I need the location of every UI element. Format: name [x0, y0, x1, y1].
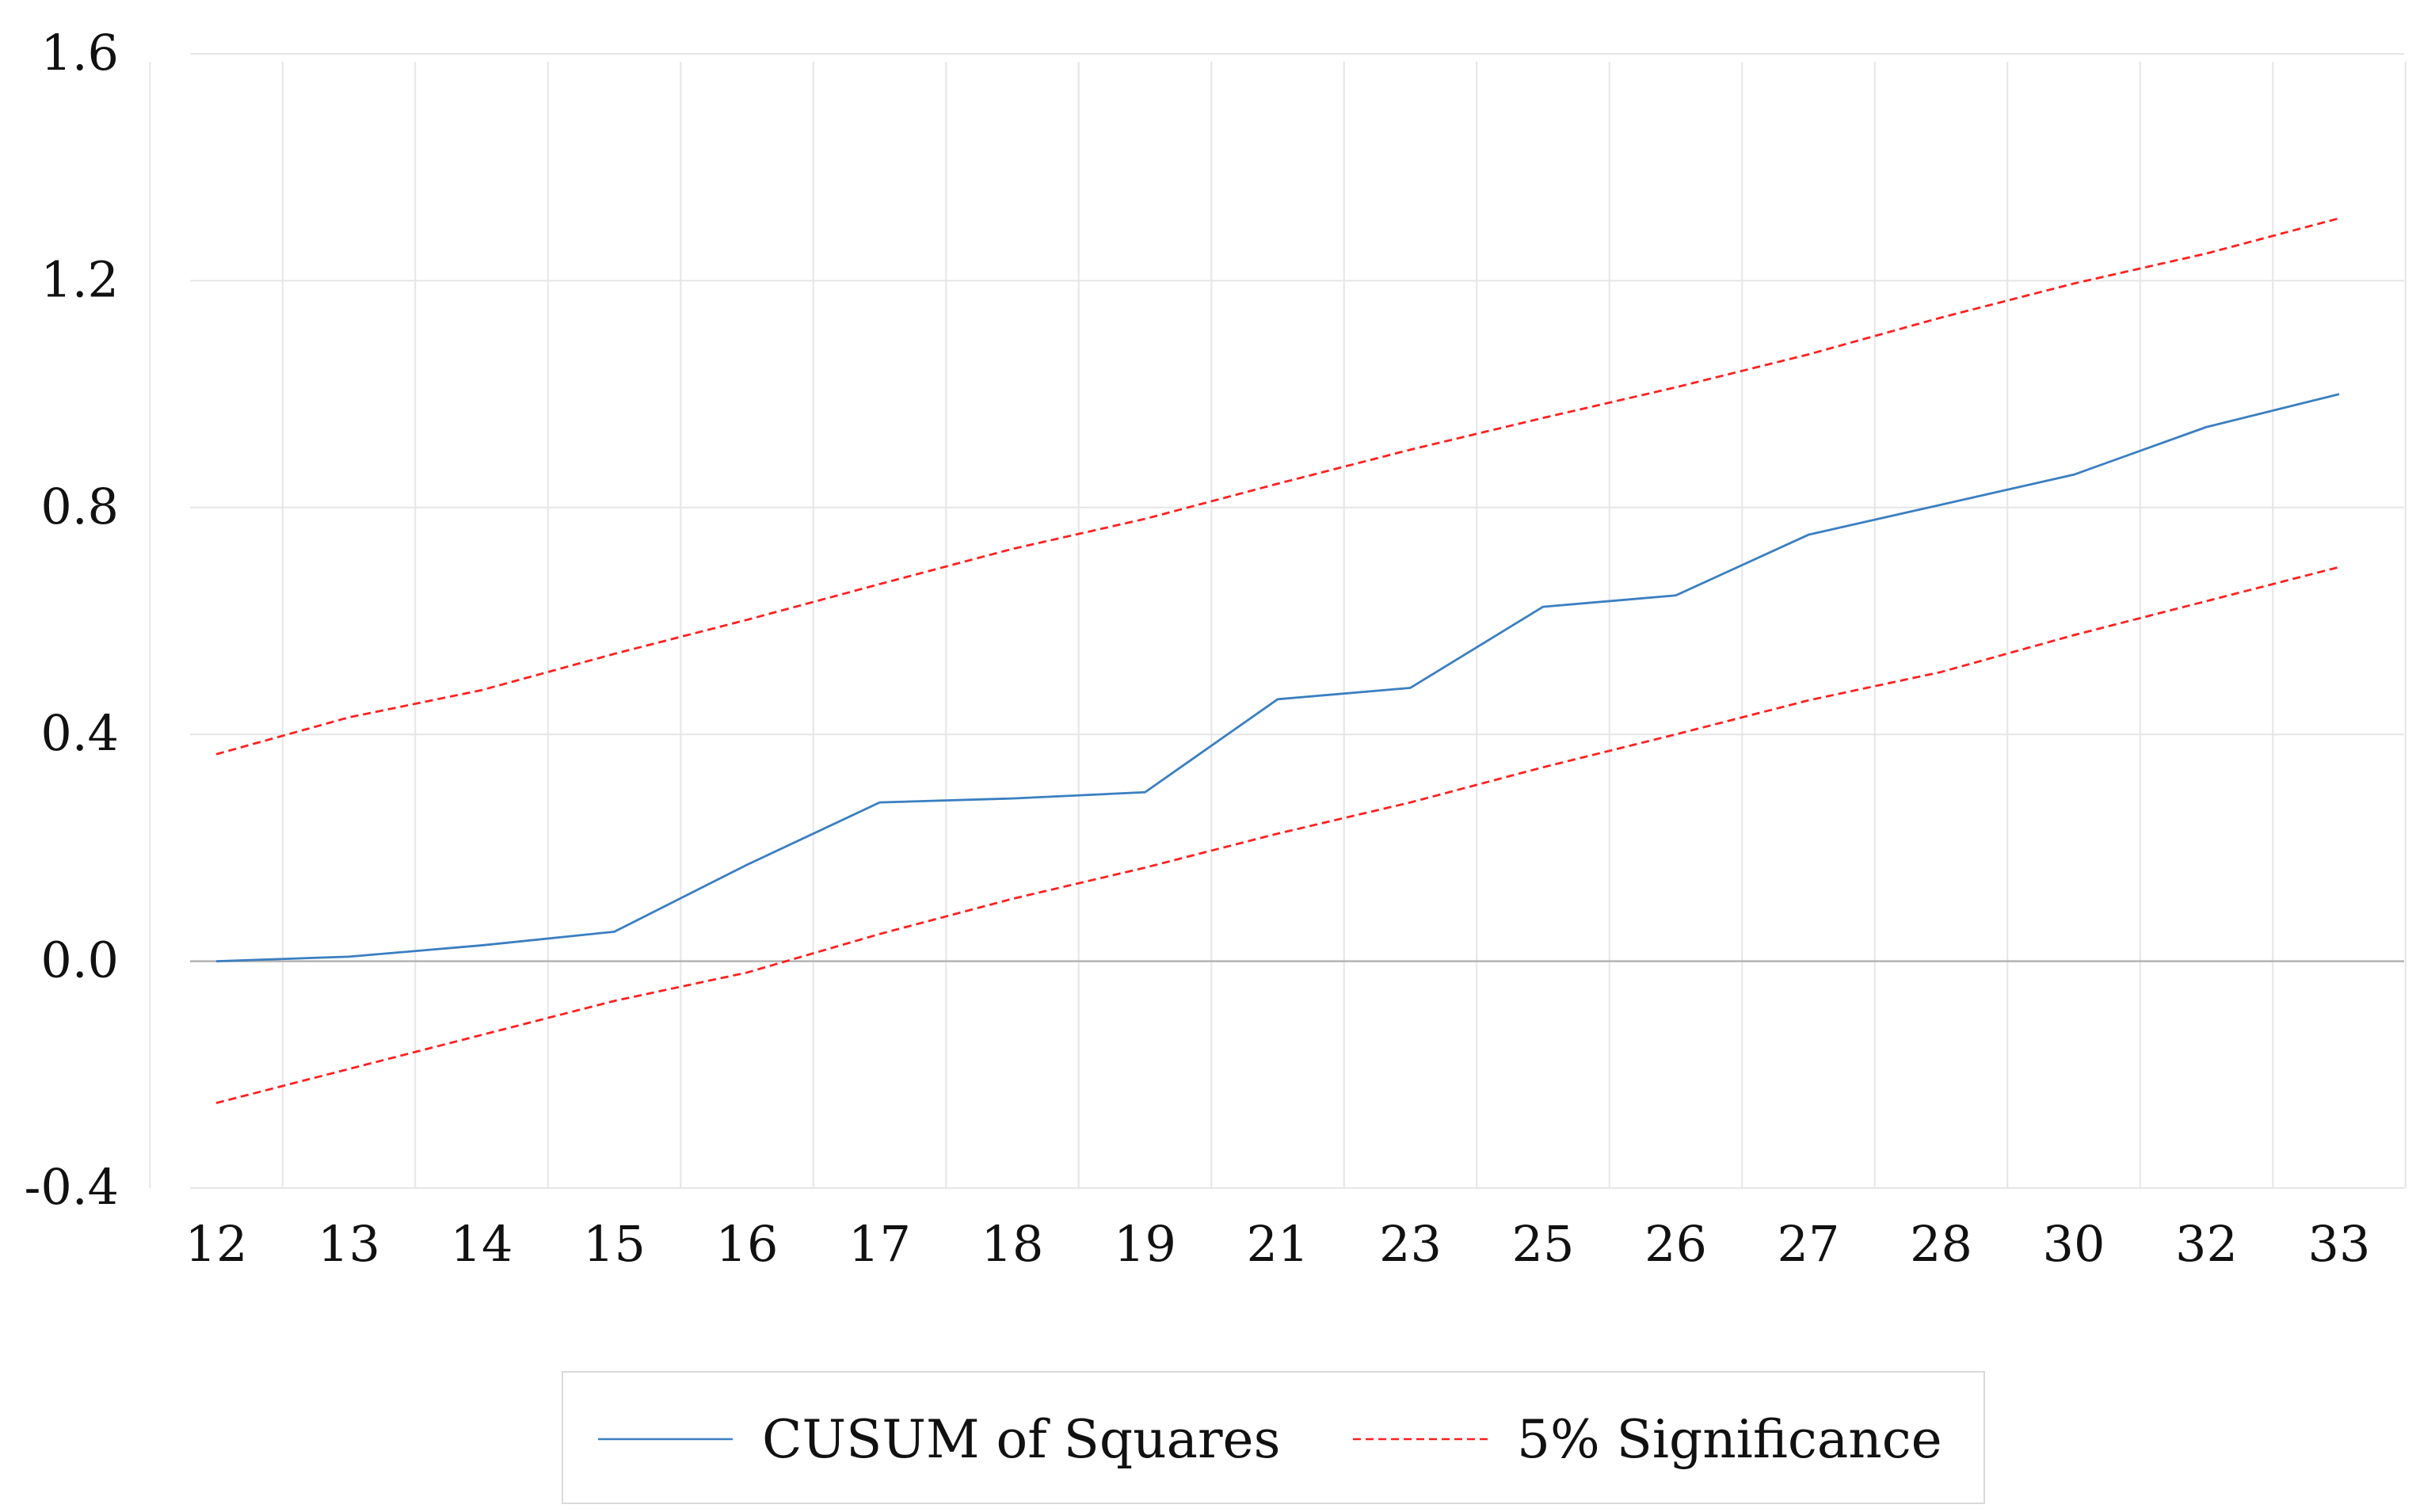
- x-tick-label: 19: [1114, 1215, 1176, 1273]
- y-tick-label: 1.6: [40, 24, 119, 82]
- series-line-upper-significance: [215, 217, 2340, 756]
- x-tick-label: 15: [583, 1215, 646, 1273]
- x-tick-label: 25: [1512, 1215, 1575, 1273]
- x-tick-label: 26: [1644, 1215, 1707, 1273]
- x-tick-label: 33: [2308, 1215, 2371, 1273]
- y-tick-label: 0.4: [40, 704, 119, 762]
- y-tick-label: 0.0: [40, 931, 119, 989]
- x-tick-label: 23: [1379, 1215, 1442, 1273]
- x-tick-label: 16: [716, 1215, 779, 1273]
- series: [215, 217, 2340, 1104]
- x-tick-label: 28: [1910, 1215, 1972, 1273]
- legend-label-cusum: CUSUM of Squares: [762, 1409, 1280, 1470]
- legend-box: [562, 1371, 1985, 1504]
- x-tick-label: 30: [2043, 1215, 2105, 1273]
- x-tick-label: 14: [451, 1215, 513, 1273]
- tick-labels: 1.6 1.2 0.8 0.4 0.0 -0.4 12 13 14 15 16 17 18 19 21 23 2…: [24, 24, 2370, 1273]
- x-tick-label: 12: [185, 1215, 248, 1273]
- gridlines: [149, 53, 2406, 1189]
- legend-label-significance: 5% Significance: [1517, 1409, 1942, 1470]
- series-line-lower-significance: [215, 566, 2340, 1104]
- x-tick-label: 21: [1247, 1215, 1309, 1273]
- y-tick-label: 1.2: [40, 250, 119, 308]
- x-tick-label: 32: [2175, 1215, 2238, 1273]
- legend: CUSUM of Squares 5% Significance: [562, 1371, 1985, 1504]
- x-tick-label: 13: [318, 1215, 380, 1273]
- x-tick-label: 17: [848, 1215, 911, 1273]
- x-tick-label: 18: [981, 1215, 1044, 1273]
- y-tick-label: 0.8: [40, 478, 119, 535]
- x-tick-label: 27: [1778, 1215, 1840, 1273]
- y-tick-label: -0.4: [24, 1158, 119, 1216]
- series-line-cusum: [215, 393, 2340, 962]
